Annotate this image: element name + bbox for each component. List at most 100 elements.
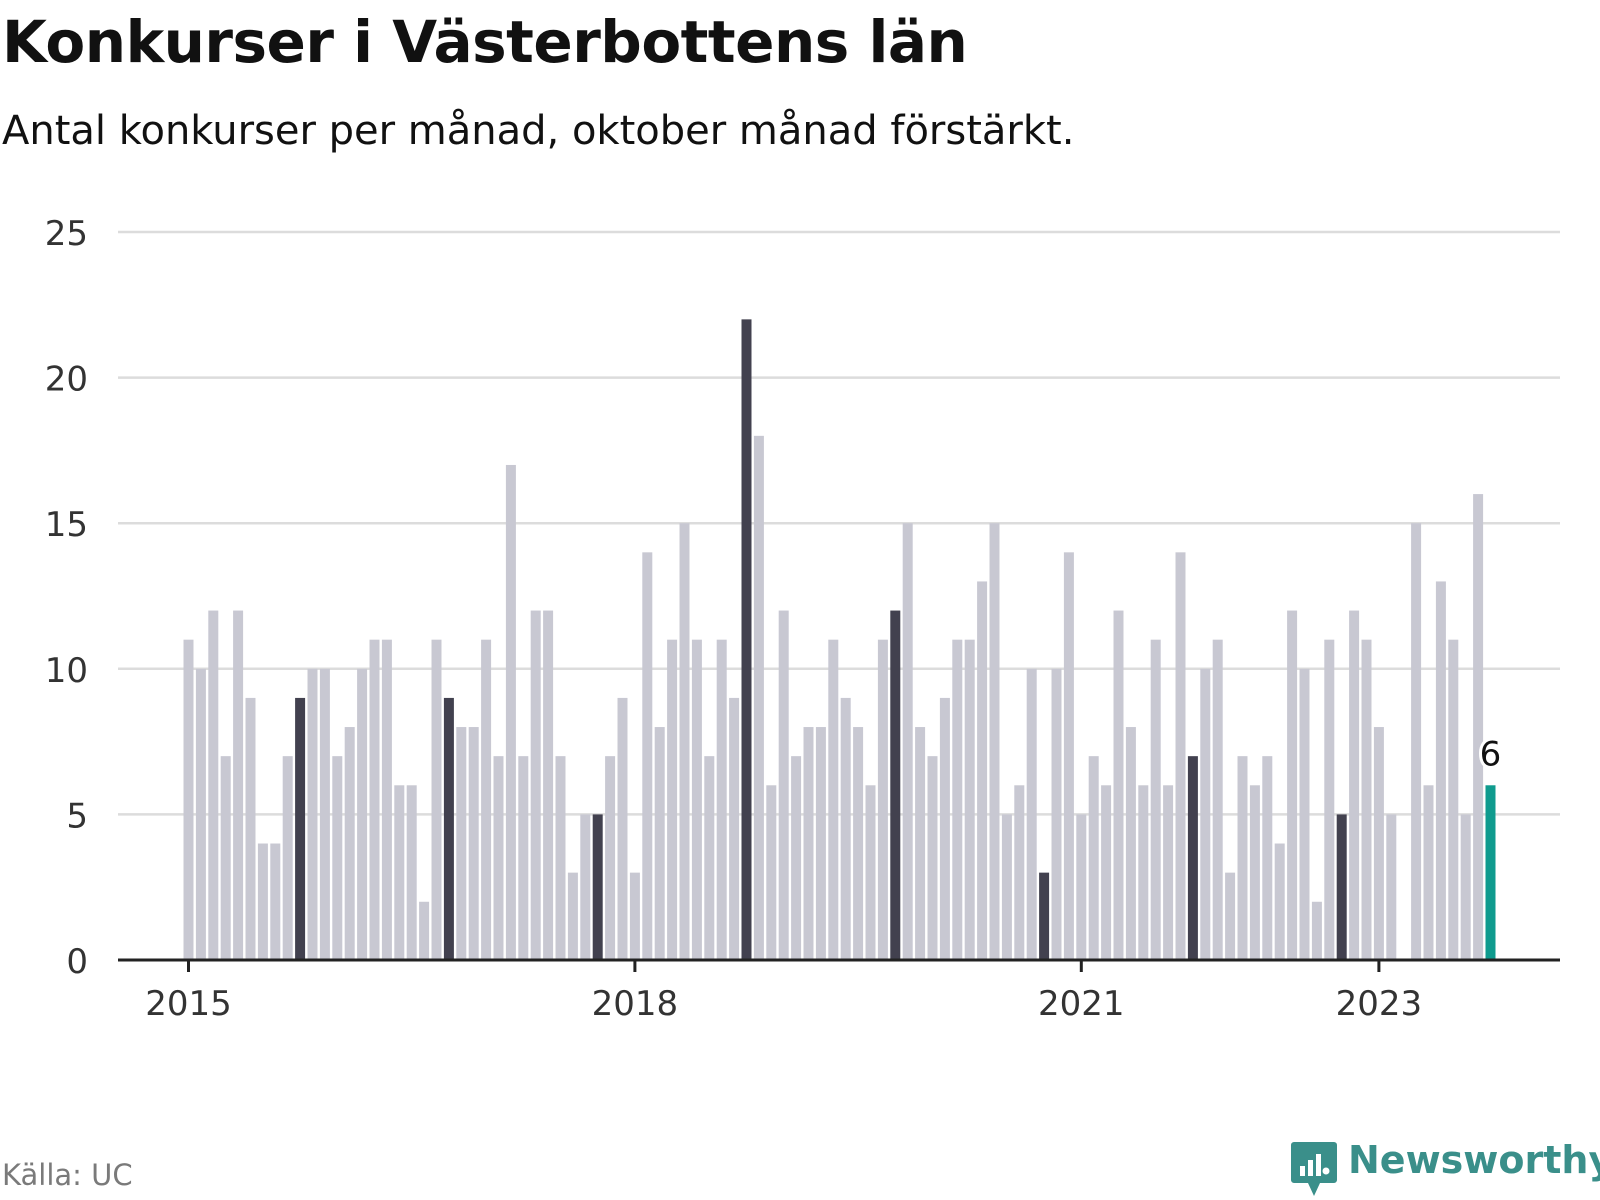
bar [357, 668, 368, 960]
y-tick-label: 20 [45, 360, 88, 400]
bar [1187, 756, 1198, 960]
bar [555, 756, 566, 960]
bar [1026, 668, 1037, 960]
bar [493, 756, 504, 960]
bar [753, 435, 764, 961]
chart-subtitle: Antal konkurser per månad, oktober månad… [2, 108, 1075, 154]
bar [1299, 668, 1310, 960]
bar [1076, 814, 1087, 960]
brand-logo: Newsworthy [1290, 1138, 1600, 1200]
brand-name: Newsworthy [1348, 1138, 1600, 1182]
bar [543, 610, 554, 960]
bar [704, 756, 715, 960]
bar [1014, 785, 1025, 960]
bar [270, 843, 281, 960]
bar [902, 523, 913, 960]
bar [195, 668, 206, 960]
bar [530, 610, 541, 960]
bar [381, 639, 392, 960]
bar [1460, 814, 1471, 960]
bar [1225, 872, 1236, 960]
bar [1063, 552, 1074, 960]
bar [233, 610, 244, 960]
bar [1485, 785, 1496, 960]
x-tick-label: 2023 [1336, 984, 1423, 1024]
bar [915, 727, 926, 960]
bar [295, 697, 306, 960]
bar [716, 639, 727, 960]
bar [1212, 639, 1223, 960]
bar [1039, 872, 1050, 960]
bar [877, 639, 888, 960]
bar [766, 785, 777, 960]
bar [654, 727, 665, 960]
bar [840, 697, 851, 960]
x-tick-label: 2021 [1038, 984, 1125, 1024]
bar [344, 727, 355, 960]
bar [1051, 668, 1062, 960]
bar [1324, 639, 1335, 960]
bar [853, 727, 864, 960]
bar [667, 639, 678, 960]
bar [1435, 581, 1446, 960]
bar [1274, 843, 1285, 960]
bar [1101, 785, 1112, 960]
bar [865, 785, 876, 960]
y-tick-label: 0 [66, 942, 88, 982]
y-tick-label: 10 [45, 651, 88, 691]
bar [468, 727, 479, 960]
bar [791, 756, 802, 960]
bar [1423, 785, 1434, 960]
bar [890, 610, 901, 960]
bar [307, 668, 318, 960]
bar [1175, 552, 1186, 960]
bar [1200, 668, 1211, 960]
bar [1411, 523, 1422, 960]
bar [208, 610, 219, 960]
bar [605, 756, 616, 960]
bar [729, 697, 740, 960]
bar [1373, 727, 1384, 960]
bar [691, 639, 702, 960]
bar [580, 814, 591, 960]
bar [1150, 639, 1161, 960]
bar [778, 610, 789, 960]
bar [456, 727, 467, 960]
bar [1163, 785, 1174, 960]
bar [1262, 756, 1273, 960]
bar [394, 785, 405, 960]
y-tick-label: 5 [66, 796, 88, 836]
bar [927, 756, 938, 960]
bar [1473, 494, 1484, 960]
bar [319, 668, 330, 960]
bar [183, 639, 194, 960]
bar [332, 756, 343, 960]
bar [679, 523, 690, 960]
bar [245, 697, 256, 960]
bar [741, 319, 752, 960]
bar [1336, 814, 1347, 960]
x-tick-label: 2015 [145, 984, 232, 1024]
bar [617, 697, 628, 960]
x-tick-label: 2018 [592, 984, 679, 1024]
bar [1113, 610, 1124, 960]
bar [257, 843, 268, 960]
bar [443, 697, 454, 960]
bar [1448, 639, 1459, 960]
bar [1361, 639, 1372, 960]
last-value-label: 6 [1480, 734, 1502, 774]
bar [1237, 756, 1248, 960]
bar [1311, 901, 1322, 960]
bar [282, 756, 293, 960]
bar [419, 901, 430, 960]
bar [1349, 610, 1360, 960]
bar [1001, 814, 1012, 960]
bar [369, 639, 380, 960]
bar [803, 727, 814, 960]
chart-title: Konkurser i Västerbottens län [2, 8, 968, 76]
bar [1125, 727, 1136, 960]
newsworthy-logo-icon [1291, 1142, 1337, 1196]
bar [629, 872, 640, 960]
bar [1386, 814, 1397, 960]
bar [1287, 610, 1298, 960]
